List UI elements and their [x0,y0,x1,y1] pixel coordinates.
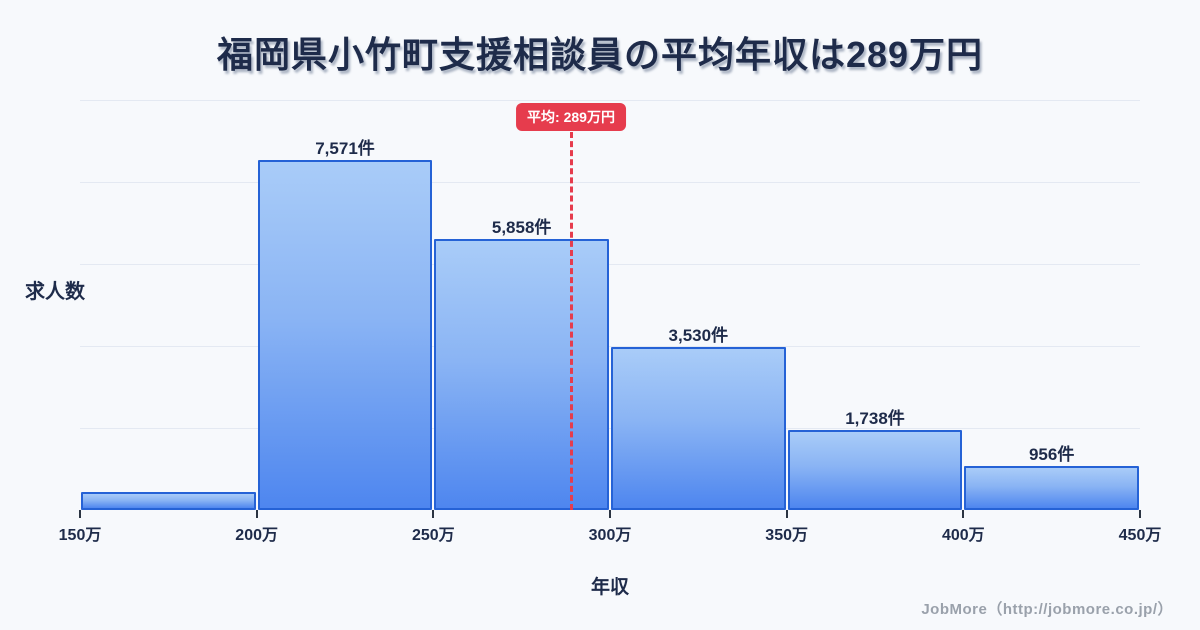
bar-value-label: 956件 [1028,445,1075,464]
bar-value-label: 1,738件 [845,409,905,428]
x-tick-label: 200万 [235,527,279,544]
bar [257,160,433,510]
bar-value-label: 7,571件 [315,139,375,158]
footer-credit: JobMore（http://jobmore.co.jp/） [921,601,1173,618]
chart-title: 福岡県小竹町支援相談員の平均年収は289万円 [216,34,984,75]
gridline [80,346,1140,347]
bar-value-label: 5,858件 [491,218,552,237]
x-tick-mark [79,510,81,518]
average-badge: 平均: 289万円 [516,103,626,131]
x-tick-mark [1139,510,1141,518]
gridline [80,100,1140,101]
y-axis-label: 求人数 [25,281,85,303]
x-tick-mark [432,510,435,518]
gridline [80,264,1140,265]
bar [81,492,256,510]
x-tick-mark [609,510,611,518]
x-tick-label: 150万 [58,527,102,544]
x-tick-label: 300万 [588,527,632,544]
x-tick-label: 450万 [1118,527,1162,544]
x-tick-mark [785,510,788,518]
gridline [80,428,1140,429]
bar [964,466,1139,510]
gridline [80,182,1140,183]
bar [787,430,963,510]
plot-area: 7,571件 5,858件 3,530件 1,738件 956件 150万 200万 250万… [59,100,1161,544]
x-tick-label: 250万 [411,527,455,544]
x-tick-label: 400万 [941,527,985,544]
average-line [569,132,573,510]
x-axis-label: 年収 [590,577,630,598]
x-tick-mark [255,510,258,518]
x-tick-label: 350万 [765,527,809,544]
bar [434,239,609,510]
x-tick-mark [962,510,965,518]
bar [611,347,786,510]
bar-value-label: 3,530件 [668,326,729,345]
